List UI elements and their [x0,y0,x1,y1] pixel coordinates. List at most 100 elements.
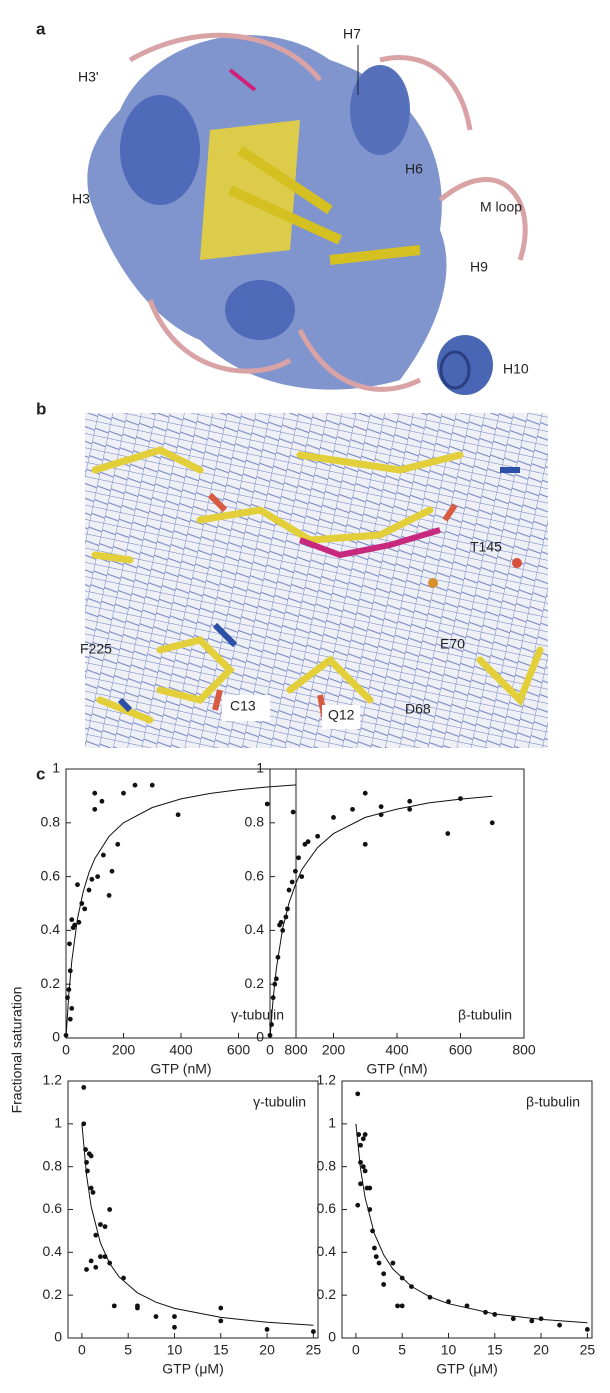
data-point [106,893,112,898]
data-point [584,1327,590,1332]
data-point [355,1202,361,1208]
data-point [362,790,368,796]
data-point [290,809,296,815]
data-point [293,868,298,874]
x-tick-label: 400 [169,1042,193,1058]
data-point [172,1314,177,1319]
y-tick-label: 0 [54,1329,62,1345]
y-tick-label: 0.8 [245,814,265,830]
x-tick-label: 600 [227,1042,251,1058]
data-point [557,1322,562,1328]
data-point [89,876,95,882]
data-point [172,1324,177,1330]
y-tick-label: 0.4 [41,921,61,937]
x-tick-label: 800 [284,1042,308,1058]
data-point [264,1327,270,1332]
x-tick-label: 20 [259,1342,275,1358]
data-point [407,798,413,804]
data-point [98,1222,103,1227]
series-annotation: β-tubulin [526,1094,580,1110]
data-point [76,919,82,925]
ribbon-structure [87,32,528,395]
data-point [75,882,80,888]
data-point [98,1254,103,1260]
panel-label: b [36,399,46,418]
data-point [90,1189,96,1195]
data-point [381,1282,387,1287]
y-tick-label: 1.2 [317,1072,337,1088]
data-point [84,1267,89,1272]
y-tick-label: 0.6 [41,867,61,883]
data-point [121,790,126,796]
fit-curve [269,795,493,1039]
y-tick-label: 0 [52,1029,60,1045]
y-tick-label: 0.2 [41,975,61,991]
data-point [100,852,106,858]
data-point [407,806,413,812]
data-point [376,1260,382,1266]
data-point [81,1121,87,1127]
data-point [264,801,270,807]
data-point [269,1022,274,1027]
data-point [132,782,138,788]
data-point [458,796,463,801]
data-point [86,887,92,893]
data-point [372,1245,377,1251]
data-point [67,1016,73,1022]
data-point [218,1305,224,1311]
data-point [360,1136,366,1142]
data-point [218,1318,224,1324]
data-point [88,1185,94,1191]
x-tick-label: 10 [167,1342,183,1358]
data-point [367,1185,373,1191]
data-point [355,1091,361,1097]
y-tick-label: 0.6 [245,867,265,883]
helix-label: H3' [78,69,99,85]
data-point [360,1164,366,1170]
x-tick-label: 400 [385,1042,409,1058]
y-tick-label: 0.2 [317,1286,337,1302]
data-point [102,1224,108,1230]
data-point [149,782,155,788]
x-tick-label: 5 [124,1342,132,1358]
residue-label: Q12 [328,707,355,723]
data-point [358,1142,363,1148]
y-tick-label: 0.4 [317,1243,337,1259]
fit-curve [81,1123,314,1326]
data-point [109,868,115,874]
data-point [81,1085,87,1090]
data-point [296,855,301,861]
data-point [299,874,305,879]
data-point [69,917,75,923]
data-point [88,1258,94,1264]
x-tick-label: 10 [441,1342,457,1358]
data-point [310,1329,316,1334]
x-axis-label: GTP (μM) [162,1361,223,1377]
density-map [85,413,548,748]
y-tick-label: 0.4 [43,1243,63,1259]
panel-label: a [36,19,46,38]
data-point [489,820,495,826]
helix-label: M loop [480,199,522,215]
helix-label: H7 [343,26,361,42]
data-point [378,804,384,810]
x-axis-label: GTP (μM) [436,1361,497,1377]
helix-label: H9 [470,259,488,275]
plot-frame [341,1080,593,1339]
data-point [153,1314,159,1319]
data-point [286,887,292,893]
y-tick-label: 0.8 [317,1157,337,1173]
y-tick-label: 0.6 [317,1200,337,1216]
y-tick-label: 0 [328,1329,336,1345]
y-tick-label: 0.4 [245,921,265,937]
data-point [390,1260,396,1266]
data-point [93,1232,99,1238]
data-point [510,1316,516,1322]
y-tick-label: 1 [54,1115,62,1131]
data-point [115,841,121,847]
series-annotation: γ-tubulin [231,1007,284,1023]
x-tick-label: 15 [487,1342,503,1358]
x-tick-label: 200 [322,1042,346,1058]
data-point [99,798,105,804]
